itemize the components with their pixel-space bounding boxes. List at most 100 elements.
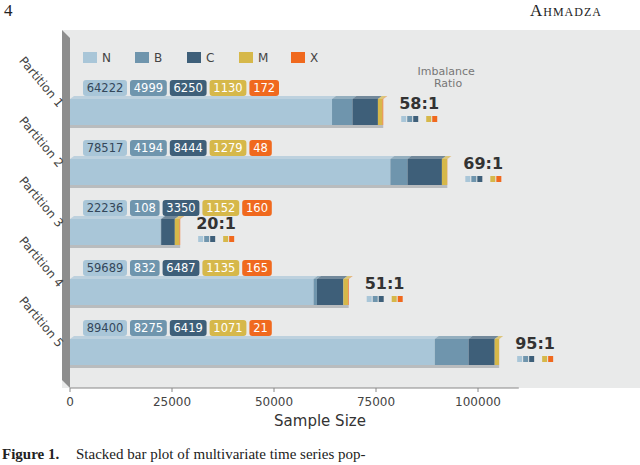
ratio-icon [542, 356, 547, 362]
bar-segment [499, 339, 500, 365]
value-box [242, 260, 272, 276]
bar-segment [390, 159, 407, 185]
bar-segment [70, 279, 314, 305]
ratio-icon [548, 356, 553, 362]
legend-label: M [258, 51, 268, 65]
data-label: 6487 [166, 261, 195, 275]
data-label: 22236 [87, 201, 124, 215]
data-label: 48 [253, 141, 268, 155]
ratio-icon [407, 116, 412, 122]
data-label: 6419 [174, 321, 203, 335]
bar-shadow [70, 365, 499, 368]
bar-segment [175, 219, 180, 245]
data-label: 832 [134, 261, 156, 275]
bar-shadow [70, 245, 180, 248]
bar-segment [348, 279, 350, 305]
bar-depth [435, 336, 473, 339]
bar-segment [442, 159, 447, 185]
page-header: Ahmadza [530, 1, 602, 20]
legend-entry: B [135, 51, 162, 65]
ratio-icon [204, 236, 209, 242]
ratio-icon [490, 176, 495, 182]
bar-segment [352, 99, 378, 125]
x-axis [70, 388, 519, 389]
ratio-icon [229, 236, 234, 242]
data-label: 8444 [174, 141, 203, 155]
legend-swatch [291, 52, 305, 63]
bar-depth [317, 276, 347, 279]
value-box [242, 200, 272, 216]
value-box [163, 200, 200, 216]
ratio-icon [426, 116, 431, 122]
x-tick-label: 100000 [455, 395, 501, 409]
bar-depth [378, 96, 387, 99]
data-label: 4999 [134, 81, 163, 95]
bar-segment [378, 99, 383, 125]
category-label: Partition 3 [16, 174, 66, 230]
plot-wall [62, 30, 70, 388]
bar-segment [314, 279, 317, 305]
value-box [170, 80, 207, 96]
ratio-icon [401, 116, 406, 122]
bar-segment [317, 279, 343, 305]
bar-depth [495, 336, 503, 339]
data-label: 59689 [87, 261, 124, 275]
data-label: 1152 [206, 201, 235, 215]
category-label: Partition 2 [16, 114, 66, 170]
value-box [130, 80, 167, 96]
value-box [202, 260, 239, 276]
x-tick-label: 25000 [153, 395, 191, 409]
ratio-icon [413, 116, 418, 122]
value-box [130, 200, 160, 216]
figure: 4AhmadzaNBCMXImbalance RatioPartition 16… [0, 0, 640, 465]
ratio-icon [496, 176, 501, 182]
x-axis-label: Sample Size [274, 412, 366, 430]
x-tick-label: 0 [66, 395, 74, 409]
value-box [210, 320, 247, 336]
value-box [163, 260, 200, 276]
value-box [210, 140, 247, 156]
bar-segment [332, 99, 352, 125]
bar-segment [161, 219, 175, 245]
category-label: Partition 5 [16, 294, 66, 350]
x-tick-label: 50000 [255, 395, 293, 409]
bar-segment [382, 99, 384, 125]
bar-depth [447, 156, 451, 159]
bar-depth [348, 276, 353, 279]
value-box [83, 140, 127, 156]
bar-segment [447, 159, 448, 185]
bar-depth [469, 336, 499, 339]
bar-segment [70, 99, 332, 125]
page-number: 4 [4, 1, 13, 20]
data-label: 64222 [87, 81, 124, 95]
value-box [249, 320, 271, 336]
legend-swatch [83, 52, 97, 63]
value-box [170, 140, 207, 156]
value-box [210, 80, 247, 96]
legend-swatch [187, 52, 201, 63]
ratio-icon [465, 176, 470, 182]
data-label: 3350 [166, 201, 195, 215]
bar-depth [70, 96, 336, 99]
bar-segment [495, 339, 499, 365]
bar-depth [407, 156, 445, 159]
legend-swatch [239, 52, 253, 63]
legend-entry: C [187, 51, 214, 65]
value-box [130, 140, 167, 156]
data-label: 172 [253, 81, 275, 95]
data-label: 1071 [213, 321, 242, 335]
ratio-icon [398, 296, 403, 302]
data-label: 6250 [174, 81, 203, 95]
ratio-icon [529, 356, 534, 362]
bar-depth [352, 96, 382, 99]
ratio-icon [210, 236, 215, 242]
bar-depth [383, 96, 388, 99]
bar-segment [70, 219, 161, 245]
bar-shadow [70, 185, 447, 188]
data-label: 165 [246, 261, 268, 275]
value-box [130, 320, 167, 336]
bar-shadow [70, 305, 349, 308]
bar-depth [343, 276, 352, 279]
legend-label: X [310, 51, 318, 65]
bar-segment [179, 219, 181, 245]
